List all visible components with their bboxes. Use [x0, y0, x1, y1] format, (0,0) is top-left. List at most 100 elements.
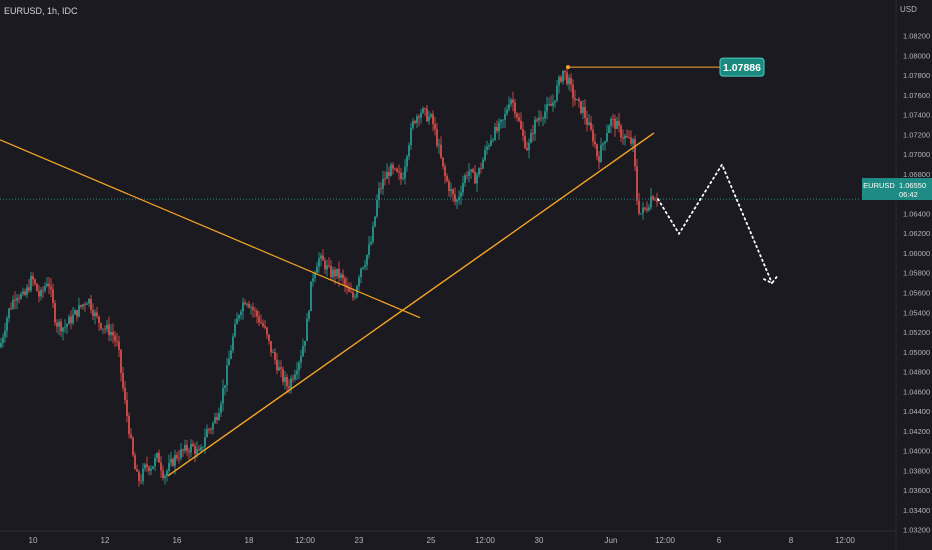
candle [488, 143, 490, 151]
candle [630, 130, 632, 147]
trendline-ascending[interactable] [167, 132, 655, 477]
projection-path[interactable] [657, 162, 773, 285]
candle [284, 370, 286, 390]
candle [200, 444, 202, 453]
candle [518, 112, 520, 123]
price-tick-label: 1.08200 [903, 32, 930, 41]
candle [272, 349, 274, 353]
candle [324, 257, 326, 274]
candle [290, 375, 292, 394]
time-tick-label: 23 [355, 536, 364, 545]
candle [128, 412, 130, 439]
candle [276, 352, 278, 375]
candle [470, 169, 472, 179]
price-axis[interactable]: 1.08200 1.08000 1.07800 1.07600 1.07400 1.072… [903, 32, 930, 535]
candle [450, 182, 452, 198]
candle [570, 73, 572, 93]
time-tick-label: 12:00 [835, 536, 856, 545]
candle [26, 284, 28, 299]
candle [384, 171, 386, 186]
candle [144, 462, 146, 472]
time-tick-label: 12:00 [655, 536, 676, 545]
candle [462, 175, 464, 197]
candle [624, 133, 626, 146]
candle [32, 272, 34, 287]
candle [364, 259, 366, 271]
candle [14, 291, 16, 310]
price-tick-label: 1.07400 [903, 111, 930, 120]
price-tick-label: 1.05200 [903, 328, 930, 337]
candle [606, 124, 608, 143]
price-tick-label: 1.04200 [903, 427, 930, 436]
time-axis[interactable]: 10 12 16 18 12:00 23 25 12:00 30 Jun 12:00 6 8 12:00 [29, 536, 856, 545]
candle [202, 446, 204, 451]
candle [274, 348, 276, 365]
candle [558, 74, 560, 94]
candle [240, 309, 242, 320]
candle [436, 122, 438, 148]
candle [604, 140, 606, 151]
candle [328, 257, 330, 269]
candle [554, 100, 556, 108]
candle [428, 110, 430, 125]
time-tick-label: 25 [427, 536, 436, 545]
candle [36, 282, 38, 292]
price-tick-label: 1.04600 [903, 387, 930, 396]
price-tick-label: 1.07800 [903, 71, 930, 80]
candle [464, 173, 466, 187]
price-tick-label: 1.03400 [903, 506, 930, 515]
trendline-descending[interactable] [0, 139, 421, 319]
candle [8, 307, 10, 323]
candle [96, 306, 98, 319]
candle [156, 451, 158, 462]
candle [64, 319, 66, 333]
candle [124, 380, 126, 405]
candle [46, 277, 48, 288]
candle [566, 66, 568, 86]
candle [376, 194, 378, 219]
candle [108, 316, 110, 342]
candle [380, 182, 382, 194]
candle [90, 294, 92, 314]
candle [622, 129, 624, 145]
candle [140, 474, 142, 485]
candle [414, 120, 416, 125]
candle [158, 449, 160, 463]
time-tick-label: 16 [173, 536, 182, 545]
candle [402, 171, 404, 181]
candle [48, 276, 50, 295]
time-tick-label: Jun [605, 536, 618, 545]
candle [408, 142, 410, 161]
candle [344, 275, 346, 293]
candle [578, 96, 580, 108]
price-tick-label: 1.06800 [903, 170, 930, 179]
candle [42, 286, 44, 299]
candle [332, 266, 334, 281]
candle [326, 260, 328, 277]
candle [510, 97, 512, 108]
high-marker-dot [566, 65, 570, 70]
candle [648, 204, 650, 212]
candle [574, 89, 576, 106]
candle [304, 340, 306, 353]
candle [460, 185, 462, 205]
candle [110, 323, 112, 342]
candle [160, 456, 162, 478]
candle [646, 201, 648, 213]
candle [386, 163, 388, 180]
candle [374, 216, 376, 228]
candle [264, 319, 266, 330]
candle [168, 454, 170, 475]
candle [194, 442, 196, 463]
candle [250, 304, 252, 315]
candle [258, 310, 260, 327]
price-tick-label: 1.05400 [903, 308, 930, 317]
symbol-title[interactable]: EURUSD, 1h, IDC [4, 6, 78, 16]
candle [246, 302, 248, 308]
high-price-badge[interactable]: 1.07886 [719, 57, 765, 77]
price-tick-label: 1.08000 [903, 51, 930, 60]
candle [298, 360, 300, 379]
candle [336, 268, 338, 280]
candle [388, 166, 390, 185]
